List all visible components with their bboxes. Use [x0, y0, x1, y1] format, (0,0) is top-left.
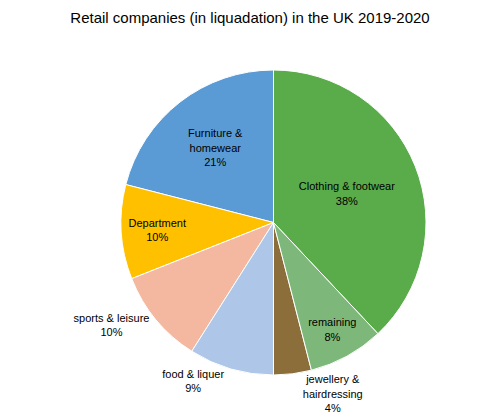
svg-text:Retail companies (in liquadati: Retail companies (in liquadation) in the…: [70, 9, 429, 26]
svg-text:jewellery &hairdressing4%: jewellery &hairdressing4%: [303, 373, 363, 414]
svg-text:food & liquer9%: food & liquer9%: [162, 368, 224, 394]
svg-text:Furniture &homewear21%: Furniture &homewear21%: [188, 127, 243, 168]
svg-text:Department10%: Department10%: [128, 217, 185, 243]
svg-text:remaining8%: remaining8%: [308, 316, 356, 342]
svg-text:Clothing & footwear38%: Clothing & footwear38%: [299, 180, 395, 206]
svg-text:sports & leisure10%: sports & leisure10%: [74, 312, 150, 338]
